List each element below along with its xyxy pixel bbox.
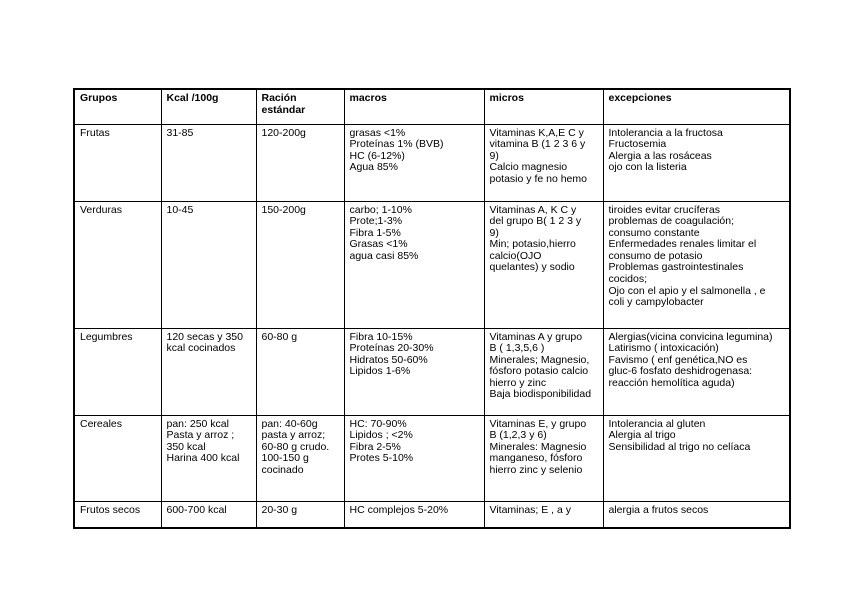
cell-micros: Vitaminas A, K C y del grupo B( 1 2 3 y … [483, 200, 604, 329]
cell-micros: Vitaminas E, y grupo B (1,2,3 y 6) Miner… [483, 414, 604, 502]
cell-racion: 60-80 g [255, 327, 345, 416]
cell-racion: 150-200g [255, 200, 345, 329]
column-header-kcal: Kcal /100g [160, 88, 257, 125]
cell-grupo: Verduras [73, 200, 162, 329]
nutrition-table-container: Grupos Kcal /100g Ración estándar macros… [73, 88, 791, 529]
table-row-verduras: Verduras 10-45 150-200g carbo; 1-10% Pro… [73, 200, 791, 329]
table-row-legumbres: Legumbres 120 secas y 350 kcal cocinados… [73, 327, 791, 416]
nutrition-table: Grupos Kcal /100g Ración estándar macros… [73, 88, 791, 529]
cell-racion: 120-200g [255, 123, 345, 202]
cell-macros: carbo; 1-10% Prote;1-3% Fibra 1-5% Grasa… [343, 200, 485, 329]
column-header-grupos: Grupos [73, 88, 162, 125]
cell-excepciones: Intolerancia a la fructosa Fructosemia A… [602, 123, 791, 202]
cell-excepciones: Alergias(vicina convicina legumina) Lati… [602, 327, 791, 416]
cell-racion: 20-30 g [255, 500, 345, 529]
cell-grupo: Frutas [73, 123, 162, 202]
cell-micros: Vitaminas A y grupo B ( 1,3,5,6 ) Minera… [483, 327, 604, 416]
column-header-racion: Ración estándar [255, 88, 345, 125]
cell-grupo: Cereales [73, 414, 162, 502]
column-header-excepciones: excepciones [602, 88, 791, 125]
table-row-frutas: Frutas 31-85 120-200g grasas <1% Proteín… [73, 123, 791, 202]
cell-macros: HC: 70-90% Lipidos ; <2% Fibra 2-5% Prot… [343, 414, 485, 502]
column-header-macros: macros [343, 88, 485, 125]
cell-kcal: 10-45 [160, 200, 257, 329]
cell-macros: Fibra 10-15% Proteínas 20-30% Hidratos 5… [343, 327, 485, 416]
column-header-micros: micros [483, 88, 604, 125]
table-row-cereales: Cereales pan: 250 kcal Pasta y arroz ; 3… [73, 414, 791, 502]
table-row-frutos-secos: Frutos secos 600-700 kcal 20-30 g HC com… [73, 500, 791, 529]
cell-kcal: pan: 250 kcal Pasta y arroz ; 350 kcal H… [160, 414, 257, 502]
cell-racion: pan: 40-60g pasta y arroz; 60-80 g crudo… [255, 414, 345, 502]
cell-macros: grasas <1% Proteínas 1% (BVB) HC (6-12%)… [343, 123, 485, 202]
cell-grupo: Legumbres [73, 327, 162, 416]
cell-excepciones: tiroides evitar crucíferas problemas de … [602, 200, 791, 329]
cell-grupo: Frutos secos [73, 500, 162, 529]
cell-kcal: 120 secas y 350 kcal cocinados [160, 327, 257, 416]
cell-micros: Vitaminas; E , a y [483, 500, 604, 529]
cell-excepciones: alergia a frutos secos [602, 500, 791, 529]
header-row: Grupos Kcal /100g Ración estándar macros… [73, 88, 791, 125]
cell-excepciones: Intolerancia al gluten Alergia al trigo … [602, 414, 791, 502]
cell-micros: Vitaminas K,A,E C y vitamina B (1 2 3 6 … [483, 123, 604, 202]
cell-macros: HC complejos 5-20% [343, 500, 485, 529]
cell-kcal: 31-85 [160, 123, 257, 202]
cell-kcal: 600-700 kcal [160, 500, 257, 529]
